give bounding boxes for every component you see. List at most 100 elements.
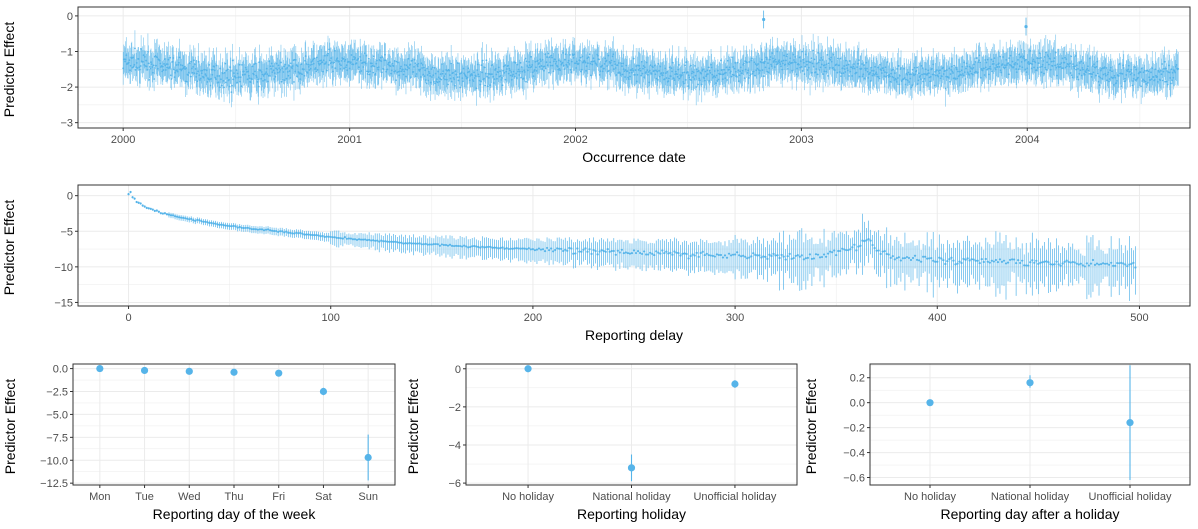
data-point bbox=[715, 253, 718, 256]
data-point bbox=[669, 251, 672, 254]
data-point bbox=[1169, 82, 1172, 85]
data-point bbox=[998, 258, 1002, 261]
data-point bbox=[388, 240, 391, 243]
data-point bbox=[851, 246, 854, 249]
data-point bbox=[897, 256, 900, 259]
data-point bbox=[808, 253, 811, 256]
data-point bbox=[503, 247, 506, 250]
data-point bbox=[814, 253, 818, 256]
data-point bbox=[277, 230, 280, 234]
x-tick-label: 2002 bbox=[563, 134, 587, 146]
data-point bbox=[457, 244, 460, 248]
data-point bbox=[764, 255, 767, 259]
data-point bbox=[729, 254, 733, 257]
data-point bbox=[975, 57, 978, 59]
data-point bbox=[612, 249, 615, 253]
data-point bbox=[1146, 69, 1149, 72]
data-point bbox=[1054, 51, 1057, 54]
data-point bbox=[911, 256, 915, 260]
data-point bbox=[837, 249, 840, 253]
data-point bbox=[667, 252, 670, 255]
data-point bbox=[428, 243, 431, 246]
data-point bbox=[736, 251, 739, 254]
data-point bbox=[165, 213, 169, 216]
data-point bbox=[657, 251, 660, 254]
data-point bbox=[432, 243, 435, 246]
data-point bbox=[208, 221, 211, 225]
data-point bbox=[240, 85, 243, 88]
x-tick-label: Sun bbox=[358, 491, 378, 503]
data-point bbox=[1140, 85, 1143, 88]
data-point bbox=[1075, 262, 1078, 265]
data-point bbox=[134, 47, 136, 50]
data-point bbox=[137, 201, 140, 204]
data-point bbox=[740, 255, 743, 258]
x-tick-label: Unofficial holiday bbox=[1089, 491, 1172, 503]
data-point bbox=[826, 252, 830, 255]
data-point bbox=[155, 209, 158, 212]
data-point bbox=[442, 243, 446, 247]
data-point bbox=[695, 86, 698, 88]
series-effects bbox=[96, 364, 372, 481]
data-point bbox=[653, 253, 656, 257]
data-point bbox=[250, 228, 253, 231]
y-tick-label: −12.5 bbox=[40, 478, 68, 490]
data-point bbox=[588, 248, 591, 251]
data-point bbox=[469, 245, 472, 249]
data-point bbox=[194, 219, 197, 222]
data-point bbox=[149, 207, 152, 210]
data-point bbox=[1097, 263, 1101, 266]
data-point bbox=[153, 209, 156, 212]
data-point bbox=[1033, 261, 1036, 264]
panel-border bbox=[465, 363, 798, 486]
data-point bbox=[231, 84, 233, 87]
y-tick-label: −0.6 bbox=[843, 473, 865, 485]
data-point bbox=[725, 256, 729, 259]
data-point bbox=[582, 248, 585, 251]
data-point bbox=[416, 242, 419, 245]
data-point bbox=[260, 228, 264, 231]
data-point bbox=[313, 57, 316, 60]
data-point bbox=[746, 257, 749, 260]
data-point bbox=[495, 246, 498, 249]
data-point bbox=[810, 57, 813, 60]
data-point bbox=[930, 256, 933, 260]
data-point bbox=[353, 238, 357, 241]
data-point bbox=[703, 253, 706, 257]
data-point bbox=[1085, 262, 1088, 265]
data-point bbox=[804, 257, 807, 260]
data-point bbox=[719, 253, 723, 257]
data-point bbox=[484, 84, 487, 87]
data-point bbox=[1043, 260, 1046, 263]
data-point bbox=[984, 257, 987, 261]
data-point bbox=[483, 246, 486, 249]
data-point bbox=[747, 77, 750, 79]
data-point bbox=[878, 77, 881, 80]
series-effects bbox=[926, 365, 1134, 481]
data-point bbox=[919, 260, 923, 263]
data-point bbox=[335, 236, 338, 239]
data-point bbox=[157, 210, 160, 213]
data-point bbox=[331, 236, 334, 239]
data-point bbox=[414, 62, 417, 65]
data-point bbox=[1130, 72, 1133, 75]
data-point bbox=[576, 247, 579, 250]
data-point bbox=[726, 79, 729, 81]
data-point bbox=[434, 242, 437, 246]
data-point bbox=[976, 259, 979, 262]
panel-4: 0 −2 −4 −6 No holiday National holiday Unoffic… bbox=[405, 363, 798, 522]
data-point bbox=[444, 243, 448, 247]
data-point bbox=[594, 249, 597, 253]
data-point bbox=[515, 246, 518, 250]
data-point bbox=[762, 255, 765, 258]
data-point bbox=[545, 246, 549, 250]
data-point bbox=[238, 225, 241, 229]
data-point bbox=[1008, 258, 1012, 262]
data-point bbox=[167, 213, 171, 216]
data-point bbox=[248, 227, 251, 230]
panel-border bbox=[72, 363, 396, 486]
data-point bbox=[1079, 262, 1082, 265]
data-point bbox=[1041, 261, 1044, 264]
x-tick-label: National holiday bbox=[592, 491, 671, 503]
data-point bbox=[556, 247, 559, 250]
